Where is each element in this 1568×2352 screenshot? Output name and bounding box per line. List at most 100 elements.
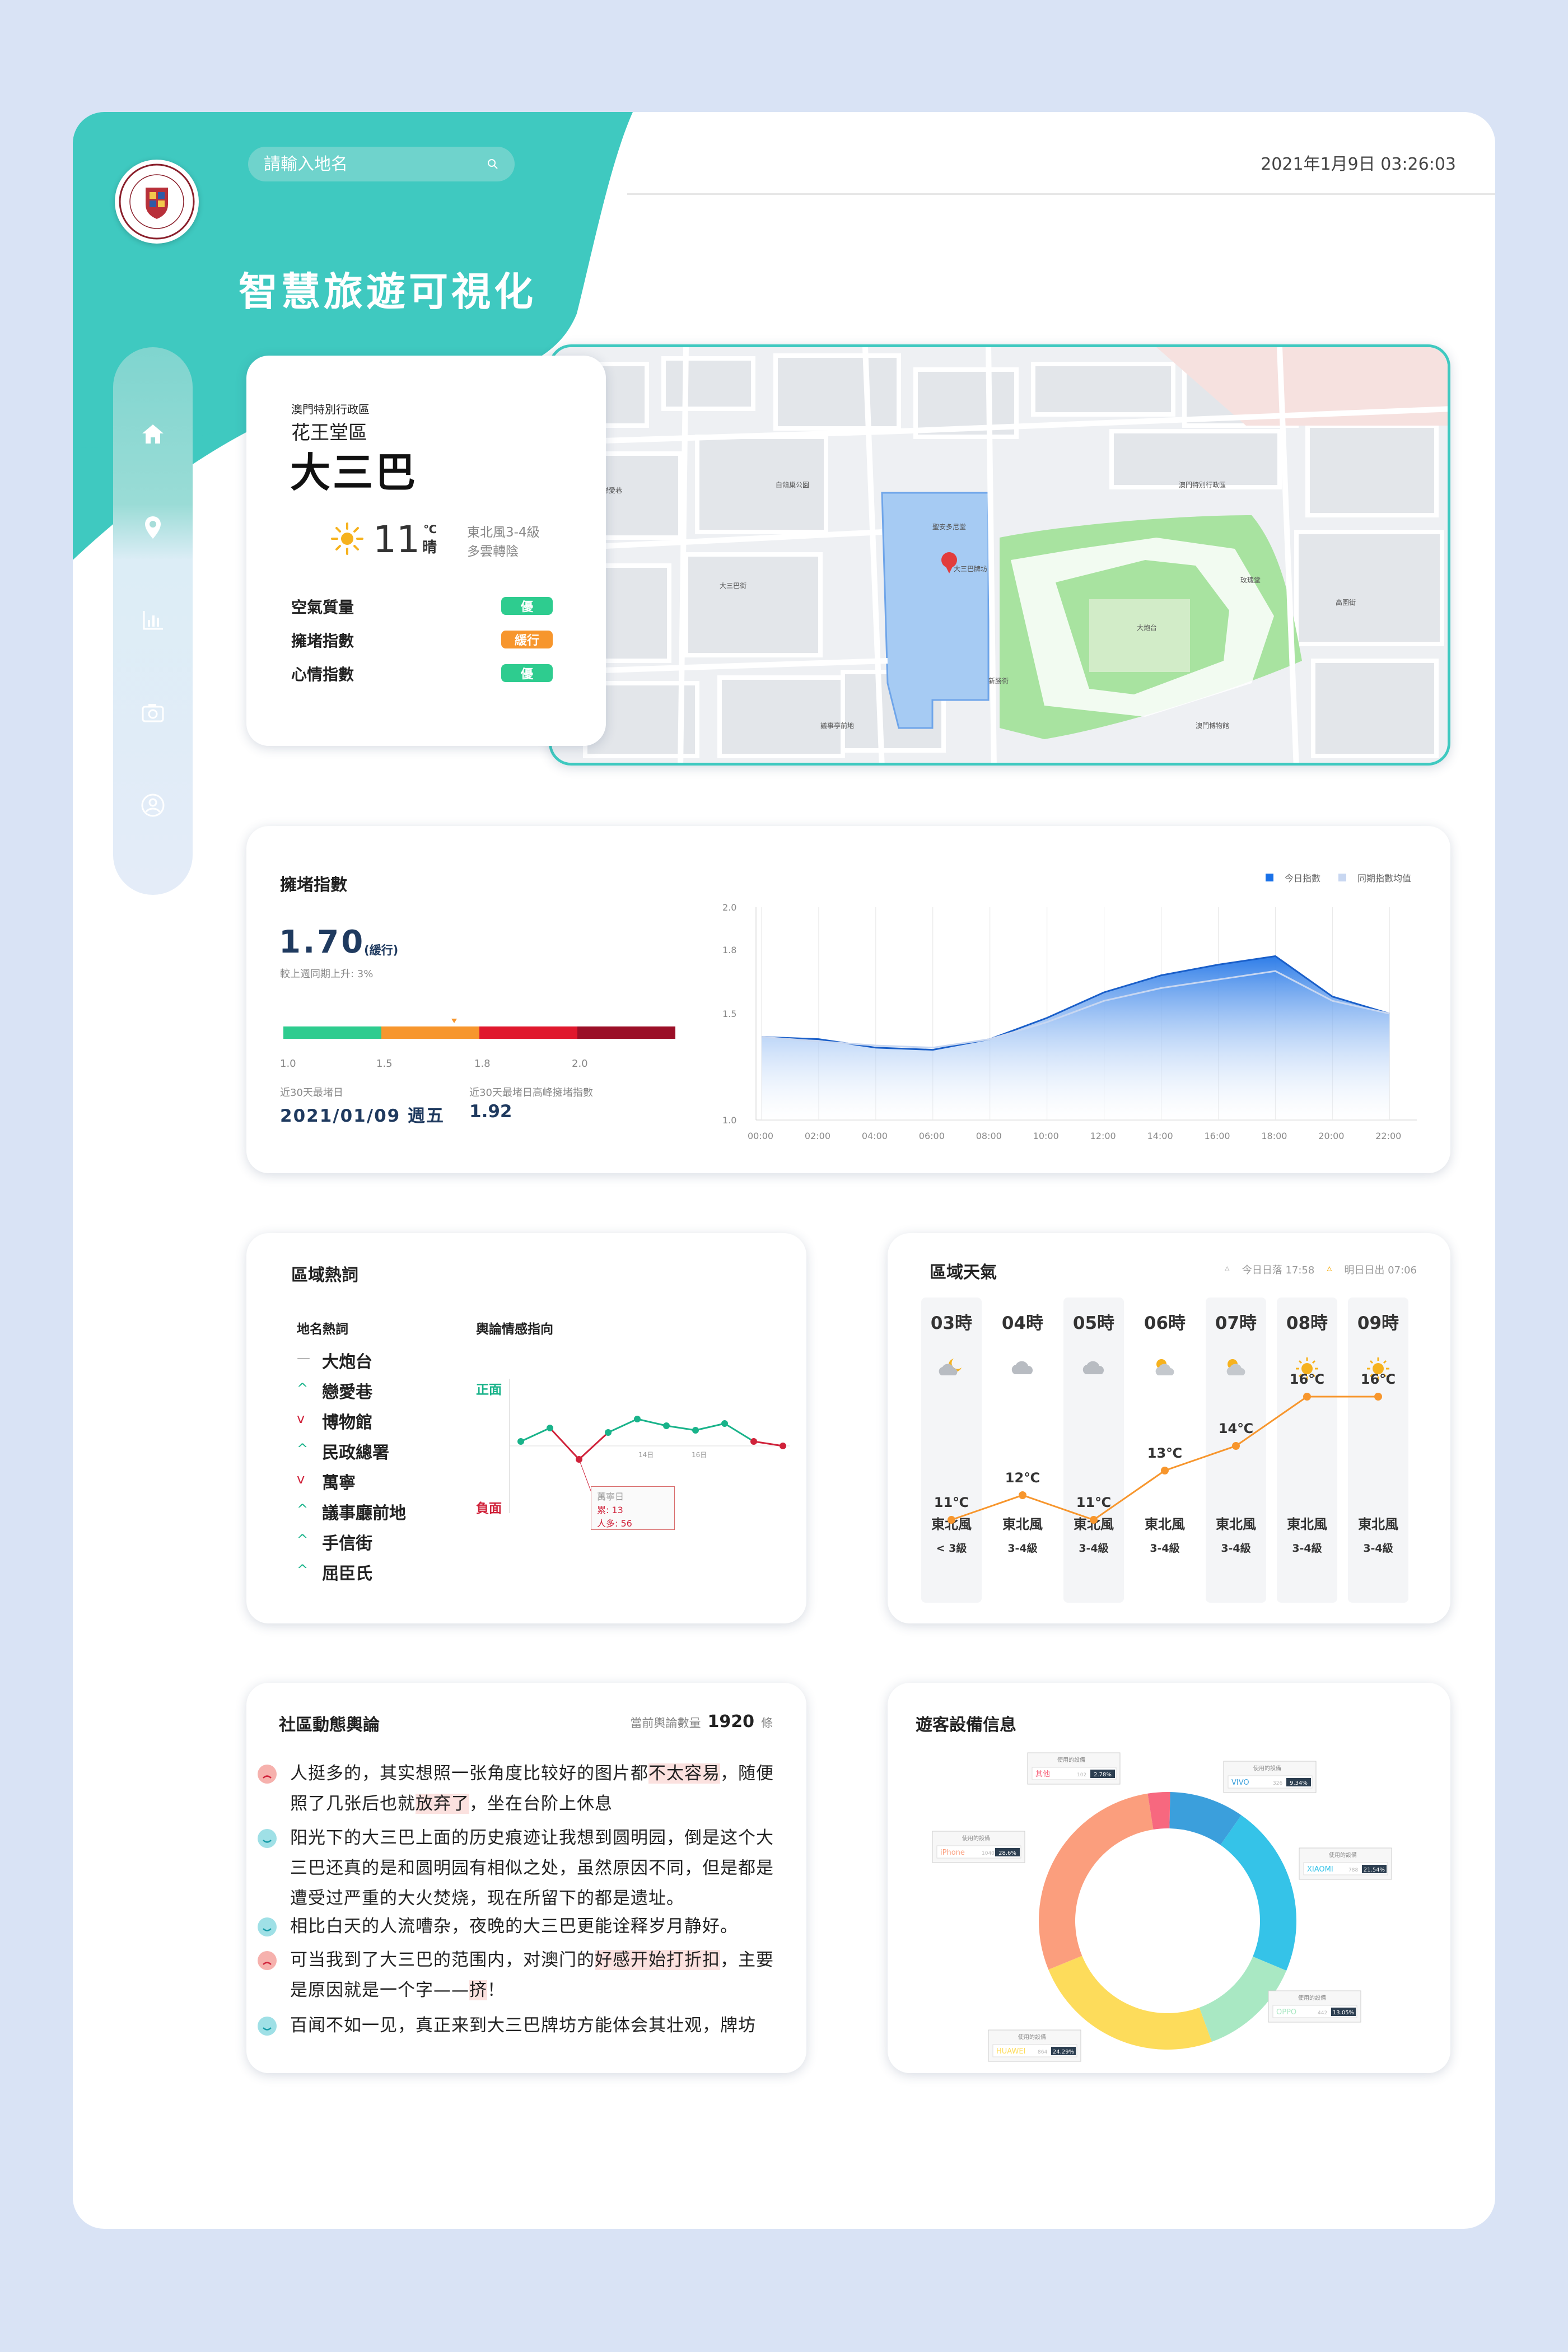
header-divider	[627, 193, 1495, 195]
wind-level: 3-4級	[1221, 1542, 1251, 1555]
sentiment-point	[547, 1425, 553, 1431]
hotwords-col1: 地名熱詞	[297, 1322, 348, 1337]
comment-text: 可当我到了大三巴的范围内，对澳门的好感开始打折扣，主要是原因就是一个字——挤！	[290, 1950, 774, 2000]
sun-times: ▵ 今日日落 17:58 ▵ 明日日出 07:06	[1225, 1262, 1417, 1277]
map-panel[interactable]: 大三巴牌坊 聖安多尼堂 大炮台 新勝街 大三巴街 澳門特別行政區 戀愛巷 玫瑰堂 白鴿巢公園…	[549, 344, 1450, 766]
user-icon[interactable]	[133, 786, 172, 825]
trend-icon: ^	[297, 1532, 309, 1547]
tooltip-title: 使用的設備	[1253, 1765, 1281, 1772]
air-quality-label: 空氣質量	[291, 598, 354, 617]
district-label: 花王堂區	[291, 422, 367, 444]
temperature-point	[1303, 1393, 1311, 1401]
tooltip-title: 使用的設備	[1018, 2033, 1046, 2041]
device-name: VIVO	[1231, 1779, 1249, 1787]
chart-icon[interactable]	[133, 600, 172, 640]
night-cloud-icon	[937, 1356, 966, 1379]
devices-card: 遊客設備信息 使用的設備 VIVO 326 9.34% 使用的設備 XIAOMI 788 21…	[888, 1683, 1450, 2073]
sentiment-point	[634, 1416, 641, 1422]
device-count: 326	[1273, 1781, 1282, 1786]
device-percent: 24.29%	[1053, 2049, 1074, 2055]
home-icon[interactable]	[133, 414, 172, 454]
opinion-card: 社區動態輿論 當前輿論數量 1920 條 人挺多的，其实想照一张角度比较好的图片…	[246, 1683, 806, 2073]
tooltip-line2: 人多: 56	[597, 1518, 632, 1529]
sunset-time: 今日日落 17:58	[1242, 1264, 1315, 1276]
y-tick-label: 1.8	[722, 945, 736, 955]
svg-text:大三巴牌坊: 大三巴牌坊	[954, 564, 987, 573]
temperature: 11	[373, 518, 420, 561]
donut-slice	[1039, 1793, 1154, 1970]
search-bar[interactable]	[248, 147, 515, 181]
device-tooltip: 使用的設備 HUAWEI 864 24.29%	[988, 2029, 1081, 2062]
scale-label-3: 1.8	[474, 1058, 491, 1070]
sentiment-segment	[578, 1431, 609, 1460]
mood-badge: 優	[501, 664, 553, 682]
congestion-chart: 1.0 1.5 1.8 2.0 00:00 02:00 04:00 06:00 08:00 10:…	[722, 902, 1417, 1141]
hotword-item[interactable]: 議事廳前地	[322, 1504, 406, 1523]
search-icon[interactable]	[487, 158, 499, 170]
device-count: 442	[1318, 2010, 1327, 2016]
peak-day-label: 近30天最堵日	[280, 1087, 343, 1099]
scale-label-4: 2.0	[572, 1058, 588, 1070]
hotword-item[interactable]: 屈臣氏	[322, 1564, 372, 1584]
congestion-label: 擁堵指數	[291, 632, 354, 650]
svg-text:玫瑰堂: 玫瑰堂	[1240, 576, 1261, 584]
svg-text:新勝街: 新勝街	[988, 676, 1009, 685]
hotword-item[interactable]: 萬寧	[322, 1473, 356, 1493]
device-count: 788	[1348, 1868, 1358, 1873]
congestion-status: (緩行)	[364, 944, 399, 957]
sentiment-point	[750, 1438, 757, 1445]
negative-label: 負面	[476, 1501, 502, 1516]
hour-label: 08時	[1286, 1313, 1328, 1333]
x-tick-label: 22:00	[1375, 1131, 1401, 1141]
device-percent: 28.6%	[998, 1850, 1016, 1856]
wind-info: 東北風3-4級	[467, 525, 540, 540]
sunset-icon: ▵	[1224, 1262, 1230, 1274]
hotword-item[interactable]: 大炮台	[322, 1352, 372, 1372]
hour-column	[1206, 1298, 1266, 1603]
sidebar	[113, 347, 193, 895]
opinion-count-unit: 條	[761, 1716, 773, 1730]
donut-slice	[1147, 1792, 1170, 1830]
svg-text:大炮台: 大炮台	[1137, 623, 1157, 632]
svg-text:大三巴街: 大三巴街	[720, 582, 746, 590]
device-count: 864	[1038, 2050, 1047, 2055]
location-icon[interactable]	[133, 508, 172, 547]
x-tick-label: 16日	[692, 1451, 707, 1459]
hotwords-title: 區域熱詞	[291, 1266, 358, 1285]
peak-index-label: 近30天最堵日高峰擁堵指數	[469, 1087, 593, 1099]
cloud-icon	[1008, 1356, 1037, 1379]
svg-text:聖安多尼堂: 聖安多尼堂	[932, 522, 966, 531]
svg-text:澳門博物館: 澳門博物館	[1196, 721, 1229, 730]
hotword-item[interactable]: 民政總署	[322, 1443, 389, 1463]
x-tick-label: 14:00	[1147, 1131, 1173, 1141]
today-line	[761, 955, 1390, 1051]
app-frame: 智慧旅遊可視化 2021年1月9日 03:26:03 大三巴牌坊 聖安多尼堂大炮台…	[73, 112, 1495, 2229]
search-input[interactable]	[264, 154, 487, 174]
weather-title: 區域天氣	[930, 1263, 997, 1282]
trend-icon: v	[297, 1411, 305, 1426]
temperature-label: 16℃	[1360, 1371, 1396, 1387]
sun-icon	[1364, 1356, 1393, 1380]
scale-label-1: 1.0	[280, 1058, 296, 1070]
legend-today: 今日指數	[1284, 873, 1320, 884]
hour-label: 05時	[1072, 1313, 1115, 1333]
device-tooltip: 使用的設備 VIVO 326 9.34%	[1223, 1761, 1317, 1793]
svg-text:戀愛巷: 戀愛巷	[602, 486, 622, 494]
hour-label: 07時	[1215, 1313, 1257, 1333]
air-quality-badge: 優	[501, 597, 553, 615]
temperature-unit: ℃	[423, 522, 437, 536]
tooltip-title: 使用的設備	[1329, 1851, 1357, 1859]
datetime: 2021年1月9日 03:26:03	[1261, 155, 1456, 174]
hotword-item[interactable]: 博物館	[322, 1413, 372, 1432]
sun-icon	[331, 522, 363, 555]
sentiment-point	[692, 1427, 699, 1434]
device-count: 102	[1077, 1772, 1086, 1778]
camera-icon[interactable]	[133, 693, 172, 732]
hotword-item[interactable]: 手信街	[322, 1534, 372, 1553]
hotword-item[interactable]: 戀愛巷	[322, 1383, 372, 1402]
temperature-label: 14℃	[1218, 1421, 1254, 1436]
temperature-label: 11℃	[934, 1495, 969, 1510]
tooltip-title: 使用的設備	[1298, 1994, 1326, 2001]
